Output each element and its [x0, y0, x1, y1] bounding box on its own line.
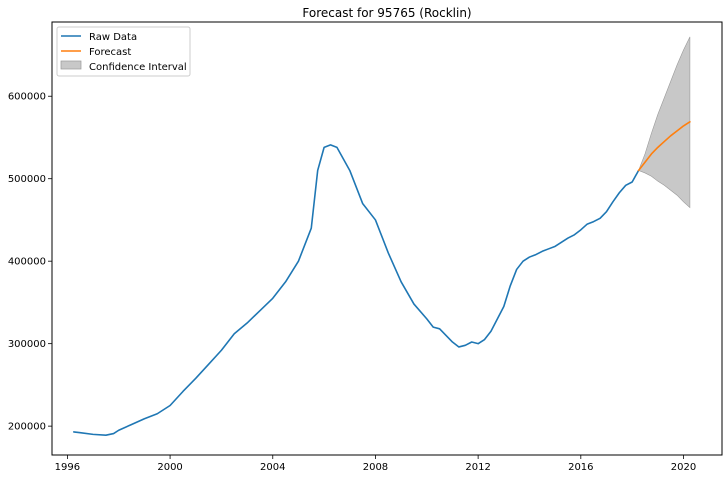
legend-swatch-confidence-interval [60, 60, 82, 70]
legend-label-forecast: Forecast [89, 47, 131, 58]
y-tick-label: 600000 [8, 92, 46, 103]
forecast-line [637, 121, 691, 172]
x-tick-label: 2008 [363, 462, 388, 473]
y-tick-label: 200000 [8, 422, 46, 433]
legend-label-raw-data: Raw Data [89, 32, 137, 43]
x-tick-label: 2004 [260, 462, 285, 473]
confidence-interval-band [638, 36, 691, 209]
y-tick-label: 300000 [8, 339, 46, 350]
x-tick-label: 2020 [671, 462, 696, 473]
y-axis: 200000 300000 400000 500000 600000 [8, 92, 52, 433]
x-tick-label: 2000 [157, 462, 182, 473]
series-line-layer [73, 121, 691, 437]
plot-frame [51, 21, 723, 456]
legend-box [56, 26, 191, 77]
legend-label-confidence-interval: Confidence Interval [89, 62, 187, 73]
y-tick-label: 400000 [8, 257, 46, 268]
legend: Raw Data Forecast Confidence Interval [56, 26, 191, 77]
x-tick-label: 2012 [465, 462, 490, 473]
y-tick-label: 500000 [8, 174, 46, 185]
confidence-interval-layer [638, 36, 691, 209]
raw-data-line [73, 144, 640, 437]
x-axis: 1996 2000 2004 2008 2012 2016 2020 [55, 455, 696, 473]
x-tick-label: 1996 [55, 462, 80, 473]
x-tick-label: 2016 [568, 462, 593, 473]
chart-title: Forecast for 95765 (Rocklin) [302, 6, 471, 20]
